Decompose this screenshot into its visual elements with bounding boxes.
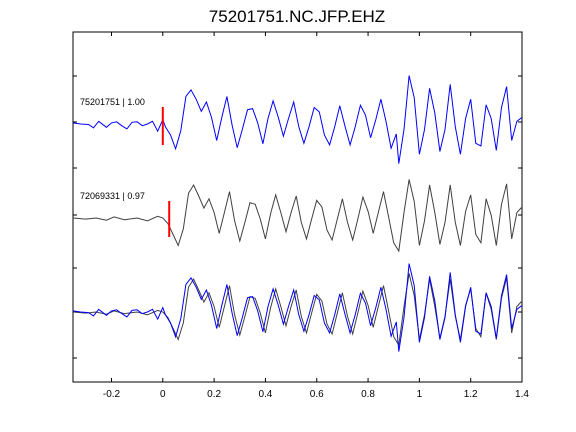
x-tick-label: 0.6 [310, 389, 324, 400]
x-tick-label: 0.2 [207, 389, 221, 400]
plot-frame [72, 31, 523, 383]
x-tick-label: 0.4 [258, 389, 272, 400]
x-tick-label: 0.8 [361, 389, 375, 400]
x-tick-label: -0.2 [103, 389, 121, 400]
x-tick-label: 1 [417, 389, 423, 400]
x-axis: -0.2 0 0.2 0.4 0.6 0.8 1 1.2 1.4 [103, 32, 529, 400]
chart-title: 75201751.NC.JFP.EHZ [209, 7, 385, 26]
trace-line-2 [72, 179, 523, 253]
overlay-trace-1 [72, 263, 523, 352]
trace-line-1 [72, 75, 523, 164]
x-tick-label: 1.4 [515, 389, 529, 400]
trace-label-1: 75201751 | 1.00 [80, 97, 145, 107]
trace-label-2: 72069331 | 0.97 [80, 191, 145, 201]
x-tick-label: 0 [160, 389, 166, 400]
trace-group: 75201751 | 1.00 72069331 | 0.97 [72, 75, 523, 352]
x-tick-label: 1.2 [464, 389, 478, 400]
